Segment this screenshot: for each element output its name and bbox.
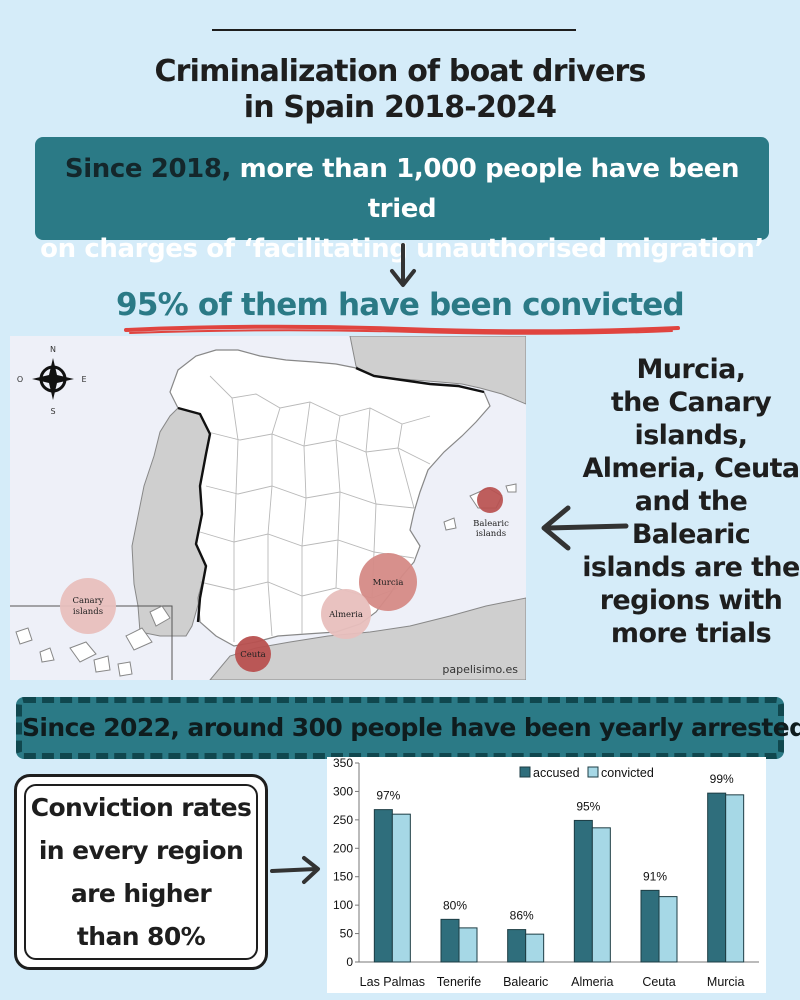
box-line: in every region [38,836,244,865]
red-underline [124,324,680,335]
spain-map: Balearic islands Canary islands Murcia A… [10,336,526,680]
label-balearic-1: Balearic [473,519,509,529]
bar-accused [707,792,727,963]
bar-convicted [591,827,611,963]
box-line: than 80% [76,922,206,951]
left-arrow-icon [541,505,629,551]
legend-swatch-convicted [587,766,599,778]
callout-line: more trials [610,618,772,649]
callout-line: islands, [634,420,748,451]
x-tick-label: Murcia [707,975,745,989]
convicted-headline: 95% of them have been convicted [116,287,685,323]
x-tick-label: Las Palmas [360,975,425,989]
x-tick-label: Balearic [503,975,548,989]
x-tick-label: Ceuta [642,975,675,989]
y-tick-label: 100 [333,898,353,912]
callout-line: Almeria, Ceuta [582,453,800,484]
down-arrow-icon [390,243,416,287]
bubble-canary [60,578,116,634]
label-almeria: Almeria [328,610,363,620]
callout-line: the Canary [610,387,772,418]
rate-label: 95% [576,799,600,813]
y-tick-label: 300 [333,784,353,798]
callout-line: Balearic [631,519,751,550]
label-balearic-2: islands [476,529,506,539]
legend-label-accused: accused [533,766,580,780]
top-divider [212,29,576,31]
compass-north: N [50,345,56,354]
compass-rose-icon: N S E O [17,345,87,416]
bubble-ceuta [235,636,271,672]
y-tick-label: 350 [333,757,353,770]
bar-accused [573,819,593,963]
bubble-murcia [359,553,417,611]
bar-convicted [658,896,678,963]
y-tick-label: 150 [333,870,353,884]
bar-convicted [391,813,411,963]
arrests-banner: Since 2022, around 300 people have been … [16,697,800,759]
banner-text-3: ‘facilitating unauthorised migration’ [243,234,764,264]
label-ceuta: Ceuta [240,650,266,660]
banner-text-2: on charges of [40,234,244,264]
box-line: Conviction rates [30,793,252,822]
compass-south: S [50,407,55,416]
legend-swatch-accused [519,766,531,778]
y-tick-label: 250 [333,813,353,827]
bar-accused [640,889,660,963]
title-line-2: in Spain 2018-2024 [243,90,557,125]
box-line: are higher [70,879,212,908]
conviction-rate-box: Conviction rates in every region are hig… [14,774,268,970]
bubble-balearic [477,487,503,513]
regions-callout: Murcia, the Canary islands, Almeria, Ceu… [582,353,800,650]
page-title: Criminalization of boat drivers in Spain… [0,54,800,126]
banner-text-1: more than 1,000 people have been tried [231,154,740,224]
map-credit: papelisimo.es [442,663,518,676]
x-tick-label: Tenerife [437,975,482,989]
rate-label: 99% [710,772,734,786]
bar-accused [440,918,460,963]
y-tick-label: 200 [333,841,353,855]
compass-east: E [81,375,86,384]
bar-chart: 0 50 100 150 200 250 300 350 97% Las Palmas 80% Ten… [327,757,766,993]
bar-accused [507,929,527,963]
banner-highlight: Since 2018, [64,154,232,184]
bar-convicted [525,933,545,963]
bar-accused [373,809,393,963]
callout-line: and the [634,486,748,517]
rate-label: 86% [510,909,534,923]
x-tick-label: Almeria [571,975,613,989]
label-murcia: Murcia [373,578,404,588]
label-canary-1: Canary [73,596,104,606]
bubble-almeria [321,589,371,639]
compass-west: O [17,375,23,384]
label-canary-2: islands [73,607,103,617]
y-tick-label: 0 [346,955,353,969]
title-line-1: Criminalization of boat drivers [154,54,646,89]
callout-line: Murcia, [636,354,747,385]
callout-line: islands are the [582,552,800,583]
callout-line: regions with [599,585,783,616]
y-tick-label: 50 [340,927,354,941]
rate-label: 97% [376,789,400,803]
legend-label-convicted: convicted [601,766,654,780]
right-arrow-icon [270,856,320,884]
rate-label: 91% [643,869,667,883]
bar-convicted [725,794,745,963]
bar-convicted [458,927,478,963]
trials-banner: Since 2018, more than 1,000 people have … [35,137,769,264]
box-inner-frame [24,784,258,960]
rate-label: 80% [443,898,467,912]
conviction-rate-text: Conviction rates in every region are hig… [31,786,252,958]
